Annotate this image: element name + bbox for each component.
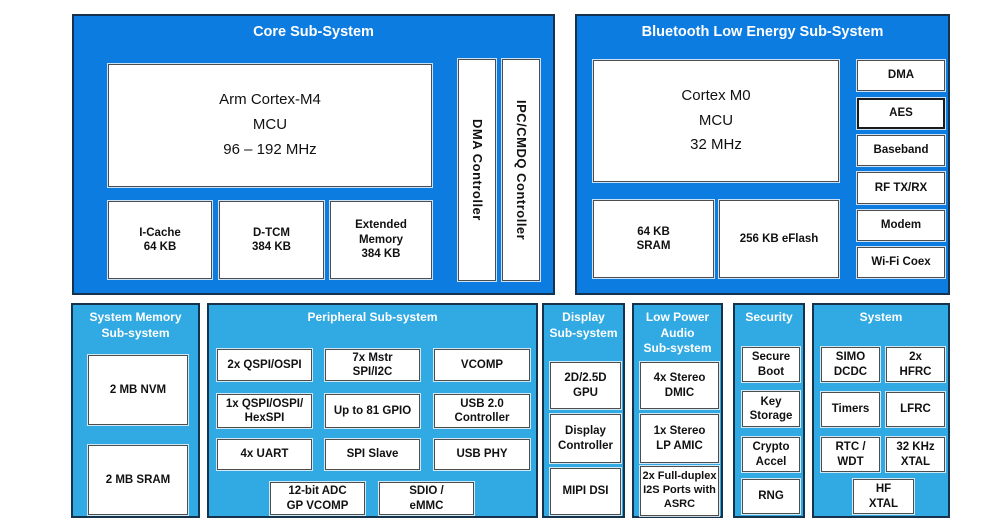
core-subsystem-title: Core Sub-System [253, 24, 374, 40]
peripheral-section: Peripheral Sub-system 2x QSPI/OSPI 7x Ms… [207, 303, 538, 518]
block-ble-sram: 64 KB SRAM [593, 200, 714, 278]
block-sdio-emmc: SDIO / eMMC [379, 482, 474, 515]
block-usb-controller: USB 2.0 Controller [434, 394, 530, 428]
block-32khz-xtal: 32 KHz XTAL [886, 437, 945, 472]
security-section: Security Secure Boot Key Storage Crypto … [733, 303, 805, 518]
audio-section: Low Power Audio Sub-system 4x Stereo DMI… [632, 303, 723, 518]
block-mipi-dsi: MIPI DSI [550, 468, 621, 515]
block-key-storage: Key Storage [742, 391, 800, 427]
system-memory-section: System Memory Sub-system 2 MB NVM 2 MB S… [71, 303, 200, 518]
block-d-tcm: D-TCM 384 KB [219, 201, 324, 279]
block-i-cache: I-Cache 64 KB [108, 201, 212, 279]
block-vcomp: VCOMP [434, 349, 530, 381]
block-simo-dcdc: SIMO DCDC [821, 347, 880, 382]
block-qspi-ospi: 2x QSPI/OSPI [217, 349, 312, 381]
display-title: Display Sub-system [549, 310, 618, 340]
block-adc-gp-vcomp: 12-bit ADC GP VCOMP [270, 482, 365, 515]
block-ipc-cmdq-controller: IPC/CMDQ Controller [502, 59, 540, 281]
block-arm-cortex-m4: Arm Cortex-M4 MCU 96 – 192 MHz [108, 64, 432, 187]
block-ble-rf-tx-rx: RF TX/RX [857, 172, 945, 204]
block-display-controller: Display Controller [550, 414, 621, 463]
block-timers: Timers [821, 392, 880, 427]
security-title: Security [745, 310, 793, 324]
block-stereo-lp-amic: 1x Stereo LP AMIC [640, 414, 719, 463]
system-section: System SIMO DCDC 2x HFRC Timers LFRC RTC… [812, 303, 950, 518]
block-dma-controller: DMA Controller [458, 59, 496, 281]
block-ble-baseband: Baseband [857, 135, 945, 166]
block-2mb-sram: 2 MB SRAM [88, 445, 188, 515]
block-spi-slave: SPI Slave [325, 439, 420, 470]
core-subsystem-section: Core Sub-System Arm Cortex-M4 MCU 96 – 1… [72, 14, 555, 295]
block-ble-eflash: 256 KB eFlash [719, 200, 839, 278]
block-ble-modem: Modem [857, 210, 945, 241]
ble-subsystem-section: Bluetooth Low Energy Sub-System Cortex M… [575, 14, 950, 295]
system-memory-title: System Memory Sub-system [89, 310, 182, 340]
block-ble-aes: AES [857, 98, 945, 129]
block-ble-dma: DMA [857, 60, 945, 91]
block-ble-wifi-coex: Wi-Fi Coex [857, 247, 945, 278]
ble-subsystem-title: Bluetooth Low Energy Sub-System [641, 24, 884, 40]
block-extended-memory: Extended Memory 384 KB [330, 201, 432, 279]
block-usb-phy: USB PHY [434, 439, 530, 470]
block-gpu: 2D/2.5D GPU [550, 362, 621, 409]
block-rng: RNG [742, 479, 800, 514]
block-hfrc: 2x HFRC [886, 347, 945, 382]
block-stereo-dmic: 4x Stereo DMIC [640, 362, 719, 409]
block-qspi-ospi-hexspi: 1x QSPI/OSPI/ HexSPI [217, 394, 312, 428]
block-cortex-m0: Cortex M0 MCU 32 MHz [593, 60, 839, 182]
block-i2s-asrc: 2x Full-duplex I2S Ports with ASRC [640, 466, 719, 516]
audio-title: Low Power Audio Sub-system [643, 310, 712, 356]
display-section: Display Sub-system 2D/2.5D GPU Display C… [542, 303, 625, 518]
system-title: System [859, 310, 903, 324]
block-uart: 4x UART [217, 439, 312, 470]
block-gpio: Up to 81 GPIO [325, 394, 420, 428]
block-rtc-wdt: RTC / WDT [821, 437, 880, 472]
block-hf-xtal: HF XTAL [853, 479, 914, 514]
block-crypto-accel: Crypto Accel [742, 437, 800, 472]
block-lfrc: LFRC [886, 392, 945, 427]
block-mstr-spi-i2c: 7x Mstr SPI/I2C [325, 349, 420, 381]
block-secure-boot: Secure Boot [742, 347, 800, 382]
block-2mb-nvm: 2 MB NVM [88, 355, 188, 425]
peripheral-title: Peripheral Sub-system [307, 310, 438, 324]
